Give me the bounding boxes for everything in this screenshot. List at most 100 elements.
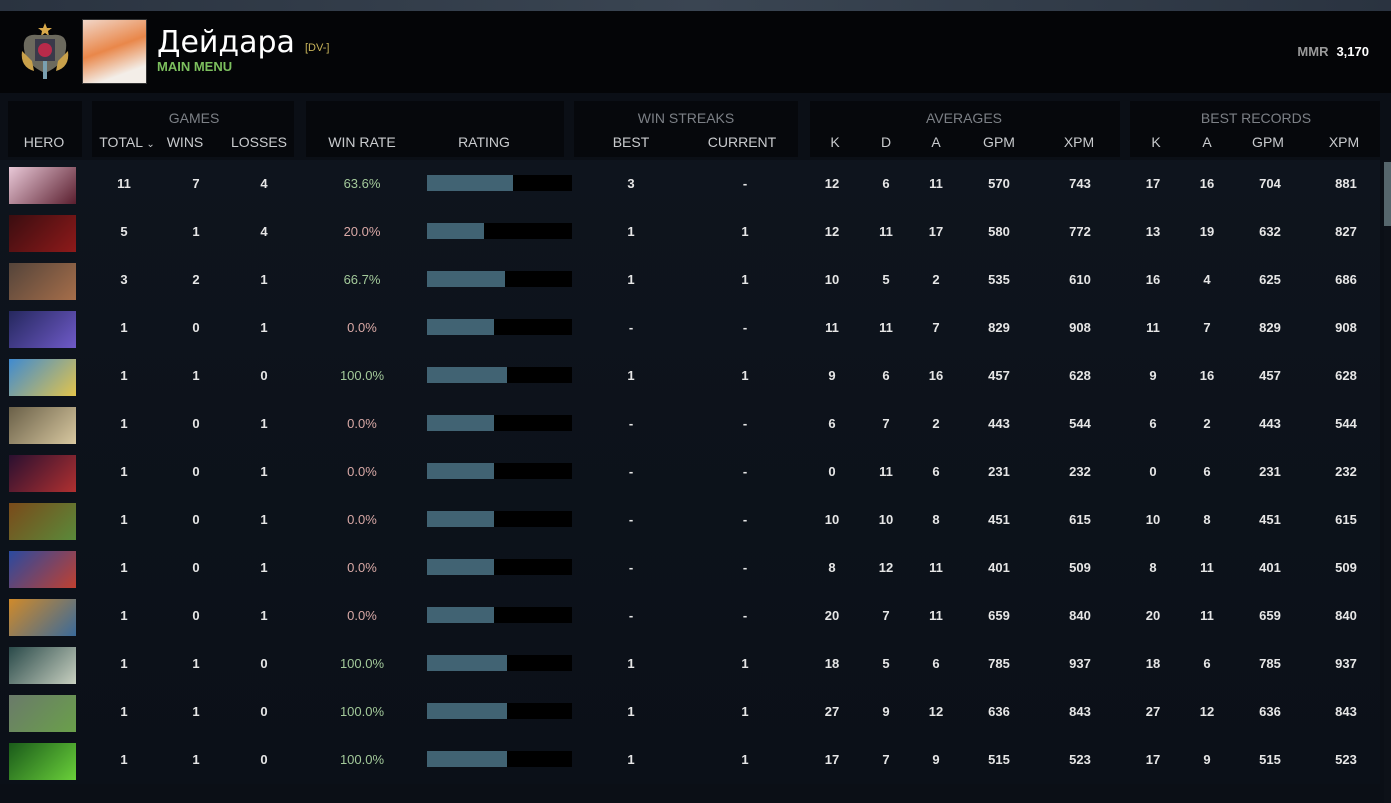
table-row[interactable]: 1 0 1 0.0% - -10 10 8 451 615 10 8 451 615 bbox=[0, 496, 1380, 544]
cell-total: 1 bbox=[120, 512, 128, 527]
col-best-streak[interactable]: BEST bbox=[612, 134, 650, 150]
table-row[interactable]: 1 0 1 0.0% - - 6 7 2 443 544 6 2 443 544 bbox=[0, 400, 1380, 448]
col-win-rate[interactable]: WIN RATE bbox=[328, 134, 396, 150]
rating-bar-fill bbox=[427, 559, 494, 575]
cell-ba: 11 bbox=[1200, 608, 1214, 623]
cell-bk: 17 bbox=[1145, 176, 1161, 191]
col-avg-d[interactable]: D bbox=[880, 134, 892, 150]
table-row[interactable]: 1 1 0 100.0% 1 1 18 5 6 785 937 18 6 785 937 bbox=[0, 640, 1380, 688]
group-title-win-streaks: WIN STREAKS bbox=[637, 110, 735, 126]
rating-bar-fill bbox=[427, 319, 494, 335]
col-rating[interactable]: RATING bbox=[458, 134, 510, 150]
rating-group bbox=[306, 101, 564, 157]
hero-portrait[interactable] bbox=[9, 551, 76, 588]
hero-portrait[interactable] bbox=[9, 599, 76, 636]
cell-losses: 1 bbox=[260, 416, 268, 431]
cell-k: 18 bbox=[824, 656, 840, 671]
table-row[interactable]: 1 1 0 100.0% 1 1 27 9 12 636 843 27 12 636 843 bbox=[0, 688, 1380, 736]
col-best-k[interactable]: K bbox=[1151, 134, 1161, 150]
cell-wins: 0 bbox=[192, 608, 200, 623]
table-row[interactable]: 1 0 1 0.0% - - 11 11 7 829 908 11 7 829 908 bbox=[0, 304, 1380, 352]
cell-gpm: 401 bbox=[988, 560, 1010, 575]
table-row[interactable]: 11 7 4 63.6% 3 - 12 6 11 570 743 17 16 704 881 bbox=[0, 160, 1380, 208]
avatar[interactable] bbox=[82, 19, 147, 84]
table-row[interactable]: 3 2 1 66.7% 1 1 10 5 2 535 610 16 4 625 686 bbox=[0, 256, 1380, 304]
chevron-down-icon: ⌄ bbox=[146, 139, 155, 150]
col-losses[interactable]: LOSSES bbox=[230, 134, 288, 150]
cell-gpm: 636 bbox=[988, 704, 1010, 719]
cell-best: 1 bbox=[627, 704, 635, 719]
hero-portrait[interactable] bbox=[9, 695, 76, 732]
cell-losses: 1 bbox=[260, 464, 268, 479]
hero-portrait[interactable] bbox=[9, 455, 76, 492]
rating-bar-fill bbox=[427, 223, 484, 239]
col-avg-a[interactable]: A bbox=[931, 134, 941, 150]
col-wins[interactable]: WINS bbox=[166, 134, 204, 150]
rating-bar-fill bbox=[427, 511, 494, 527]
cell-xpm: 628 bbox=[1069, 368, 1091, 383]
cell-bgpm: 625 bbox=[1259, 272, 1281, 287]
rating-bar bbox=[427, 175, 572, 191]
hero-portrait[interactable] bbox=[9, 359, 76, 396]
cell-best: 1 bbox=[627, 752, 635, 767]
cell-bgpm: 632 bbox=[1259, 224, 1281, 239]
cell-ba: 12 bbox=[1199, 704, 1215, 719]
col-best-a[interactable]: A bbox=[1202, 134, 1212, 150]
hero-portrait[interactable] bbox=[9, 407, 76, 444]
cell-ba: 9 bbox=[1203, 752, 1211, 767]
hero-portrait[interactable] bbox=[9, 215, 76, 252]
cell-d: 7 bbox=[882, 416, 890, 431]
cell-total: 1 bbox=[120, 320, 128, 335]
col-current-streak[interactable]: CURRENT bbox=[707, 134, 777, 150]
cell-bxpm: 686 bbox=[1335, 272, 1357, 287]
col-avg-xpm[interactable]: XPM bbox=[1063, 134, 1095, 150]
scrollbar[interactable] bbox=[1384, 160, 1391, 803]
cell-gpm: 580 bbox=[988, 224, 1010, 239]
table-row[interactable]: 1 1 0 100.0% 1 1 9 6 16 457 628 9 16 457 628 bbox=[0, 352, 1380, 400]
col-best-gpm[interactable]: GPM bbox=[1252, 134, 1284, 150]
table-row[interactable]: 5 1 4 20.0% 1 1 12 11 17 580 772 13 19 632 827 bbox=[0, 208, 1380, 256]
cell-d: 7 bbox=[882, 608, 890, 623]
profile-header: Дейдара [DV-] MAIN MENU MMR 3,170 bbox=[0, 11, 1391, 93]
cell-gpm: 515 bbox=[988, 752, 1010, 767]
hero-portrait[interactable] bbox=[9, 503, 76, 540]
col-hero[interactable]: HERO bbox=[23, 134, 65, 150]
cell-ba: 8 bbox=[1203, 512, 1211, 527]
cell-k: 10 bbox=[824, 512, 840, 527]
table-row[interactable]: 1 0 1 0.0% - - 0 11 6 231 232 0 6 231 232 bbox=[0, 448, 1380, 496]
col-total[interactable]: TOTAL ⌄ bbox=[99, 134, 155, 150]
cell-losses: 4 bbox=[260, 224, 268, 239]
table-row[interactable]: 1 0 1 0.0% - - 8 12 11 401 509 8 11 401 509 bbox=[0, 544, 1380, 592]
cell-bxpm: 881 bbox=[1335, 176, 1357, 191]
table-row[interactable]: 1 0 1 0.0% - - 20 7 11 659 840 20 11 659 840 bbox=[0, 592, 1380, 640]
hero-portrait[interactable] bbox=[9, 311, 76, 348]
hero-portrait[interactable] bbox=[9, 647, 76, 684]
cell-xpm: 610 bbox=[1069, 272, 1091, 287]
cell-bk: 8 bbox=[1149, 560, 1157, 575]
player-name: Дейдара bbox=[157, 25, 295, 60]
col-avg-gpm[interactable]: GPM bbox=[983, 134, 1015, 150]
rating-bar-fill bbox=[427, 415, 494, 431]
rating-bar-fill bbox=[427, 655, 507, 671]
cell-current: 1 bbox=[741, 704, 749, 719]
cell-bk: 11 bbox=[1146, 320, 1160, 335]
hero-portrait[interactable] bbox=[9, 743, 76, 780]
hero-portrait[interactable] bbox=[9, 167, 76, 204]
scrollbar-thumb[interactable] bbox=[1384, 162, 1391, 226]
cell-xpm: 509 bbox=[1069, 560, 1091, 575]
cell-k: 8 bbox=[828, 560, 836, 575]
group-title-averages: AVERAGES bbox=[926, 110, 1002, 126]
col-avg-k[interactable]: K bbox=[830, 134, 840, 150]
cell-d: 10 bbox=[878, 512, 894, 527]
cell-a: 16 bbox=[928, 368, 944, 383]
rating-bar-fill bbox=[427, 607, 494, 623]
cell-total: 1 bbox=[120, 608, 128, 623]
hero-portrait[interactable] bbox=[9, 263, 76, 300]
rating-bar-fill bbox=[427, 271, 506, 287]
cell-ba: 6 bbox=[1203, 464, 1211, 479]
cell-win-rate: 0.0% bbox=[347, 416, 377, 431]
cell-gpm: 829 bbox=[988, 320, 1010, 335]
main-menu-link[interactable]: MAIN MENU bbox=[157, 59, 233, 74]
col-best-xpm[interactable]: XPM bbox=[1328, 134, 1360, 150]
table-row[interactable]: 1 1 0 100.0% 1 1 17 7 9 515 523 17 9 515 523 bbox=[0, 736, 1380, 784]
